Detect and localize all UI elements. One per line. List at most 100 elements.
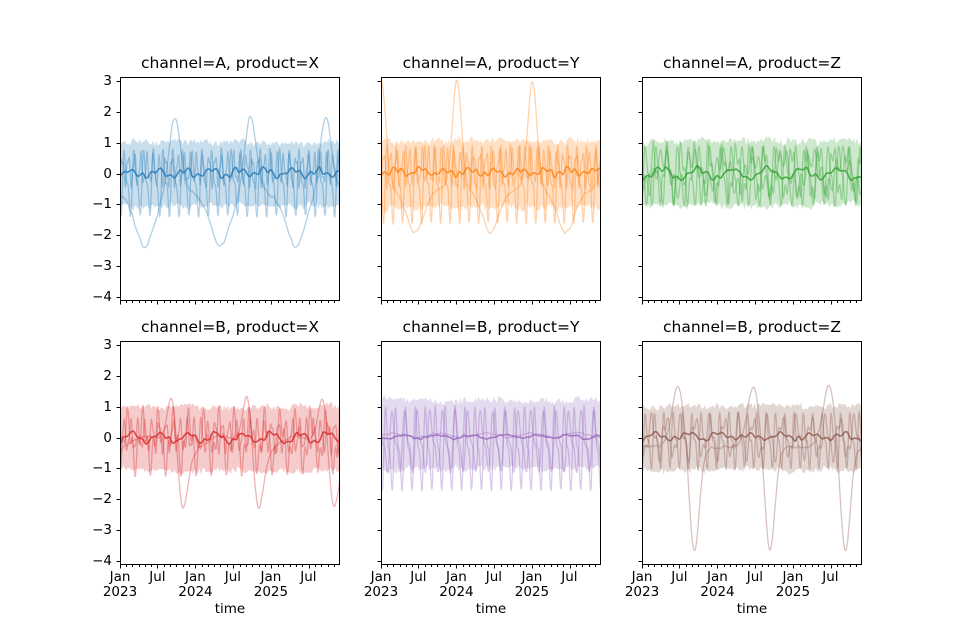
axes-spines — [642, 341, 862, 565]
confidence-band — [120, 402, 340, 475]
mean-line — [381, 433, 601, 441]
x-tick-label: Jan 2025 — [515, 570, 549, 600]
x-tick-label: Jul — [561, 570, 577, 585]
confidence-band — [642, 136, 862, 210]
confidence-band — [381, 136, 601, 213]
tick-marks — [377, 345, 596, 569]
y-tick-label: 3 — [103, 72, 112, 89]
unit-series-line-2 — [120, 405, 340, 478]
x-tick-label: Jan 2024 — [178, 570, 212, 600]
x-tick-month: Jul — [300, 569, 317, 585]
unit-series-line-1 — [120, 395, 340, 510]
x-tick-year: 2025 — [253, 584, 289, 600]
unit-series-line-2 — [381, 143, 601, 225]
tick-marks — [638, 81, 857, 305]
x-tick-label: Jan 2023 — [364, 570, 398, 600]
y-tick-label: 1 — [103, 398, 112, 415]
axes-spines — [381, 77, 601, 301]
x-tick-month: Jan — [446, 569, 467, 585]
facet-plot — [638, 341, 862, 569]
unit-series-line-3 — [120, 416, 340, 456]
facet-title: channel=A, product=Y — [402, 54, 580, 72]
y-tick-label: −2 — [92, 227, 112, 244]
y-tick-label: 1 — [103, 134, 112, 151]
mean-line — [120, 430, 340, 445]
facet-plot — [377, 341, 601, 569]
facet-title: channel=A, product=Z — [662, 54, 842, 72]
x-tick-month: Jan — [185, 569, 206, 585]
mean-line — [381, 165, 601, 179]
x-tick-label: Jul — [149, 570, 165, 585]
axes-spines — [381, 341, 601, 565]
y-tick-label: −1 — [92, 460, 112, 477]
unit-series-line-1 — [642, 384, 862, 552]
facet-plot — [116, 77, 340, 305]
y-tick-label: −3 — [92, 522, 112, 539]
x-tick-label: Jul — [747, 570, 763, 585]
mean-line — [642, 430, 862, 443]
unit-series-line-2 — [642, 410, 862, 471]
y-tick-label: 2 — [103, 367, 112, 384]
unit-series-line-3 — [642, 145, 862, 200]
y-tick-label: 0 — [103, 165, 112, 182]
unit-series-line-1 — [381, 405, 601, 492]
x-tick-month: Jan — [260, 569, 282, 585]
x-tick-label: Jan 2025 — [254, 570, 288, 600]
x-tick-label: Jul — [300, 570, 316, 585]
unit-series-line-1 — [381, 79, 601, 235]
y-tick-label: −1 — [92, 196, 112, 213]
tick-marks — [377, 81, 596, 305]
axes-spines — [120, 77, 340, 301]
x-tick-month: Jan — [631, 569, 653, 585]
unit-series-line-2 — [120, 147, 340, 218]
tick-marks — [638, 345, 857, 569]
x-tick-label: Jan 2023 — [625, 570, 659, 600]
x-tick-year: 2023 — [102, 584, 138, 600]
x-tick-label: Jan 2024 — [700, 570, 734, 600]
unit-series-line-3 — [642, 412, 862, 464]
unit-series-line-1 — [120, 115, 340, 249]
facet-plot — [638, 77, 862, 305]
y-tick-label: −4 — [92, 553, 112, 570]
x-tick-label: Jul — [671, 570, 687, 585]
y-tick-label: 2 — [103, 103, 112, 120]
x-tick-year: 2023 — [363, 584, 399, 600]
x-tick-month: Jan — [521, 569, 543, 585]
x-tick-label: Jan 2024 — [439, 570, 473, 600]
x-tick-year: 2025 — [775, 584, 811, 600]
tick-marks — [116, 345, 335, 569]
y-tick-label: −3 — [92, 258, 112, 275]
tick-marks — [116, 81, 335, 305]
facet-title: channel=A, product=X — [140, 54, 320, 72]
x-tick-label: Jul — [822, 570, 838, 585]
unit-series-line-1 — [642, 145, 862, 207]
y-tick-label: 0 — [103, 429, 112, 446]
x-tick-month: Jan — [782, 569, 804, 585]
x-tick-label: Jul — [410, 570, 426, 585]
x-tick-month: Jul — [561, 569, 578, 585]
facet-plot — [377, 77, 601, 305]
facet-title: channel=B, product=X — [140, 318, 320, 336]
x-tick-year: 2025 — [514, 584, 550, 600]
x-tick-month: Jul — [410, 569, 427, 585]
confidence-band — [642, 402, 862, 475]
mean-line — [642, 164, 862, 182]
x-tick-label: Jul — [486, 570, 502, 585]
x-axis-label: time — [736, 601, 768, 617]
x-tick-month: Jul — [746, 569, 764, 585]
x-tick-label: Jan 2025 — [776, 570, 810, 600]
x-axis-label: time — [475, 601, 507, 617]
x-tick-year: 2024 — [439, 584, 474, 600]
unit-series-line-3 — [381, 145, 601, 191]
x-tick-month: Jul — [149, 569, 166, 585]
x-tick-month: Jan — [370, 569, 392, 585]
unit-series-line-2 — [381, 408, 601, 474]
mean-line — [120, 166, 340, 180]
x-tick-label: Jul — [225, 570, 241, 585]
unit-series-line-3 — [120, 149, 340, 190]
x-tick-month: Jul — [485, 569, 503, 585]
unit-series-line-2 — [642, 140, 862, 207]
y-tick-label: 3 — [103, 336, 112, 353]
y-tick-label: −2 — [92, 491, 112, 508]
x-tick-month: Jul — [224, 569, 242, 585]
